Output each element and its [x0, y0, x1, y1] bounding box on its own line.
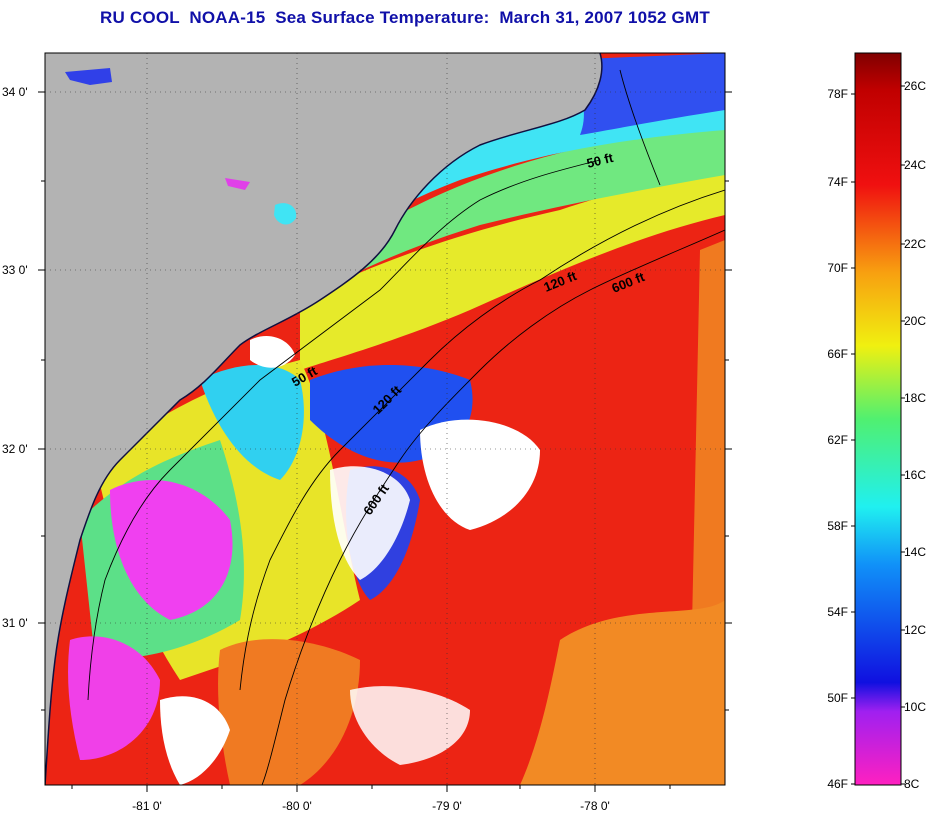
colorbar-fahrenheit-label: 66F: [827, 347, 848, 361]
colorbar-gradient: [854, 52, 902, 786]
colorbar-celsius-label: 12C: [904, 623, 926, 637]
shelf-south-cyan: [200, 365, 304, 480]
colorbar-fahrenheit-label: 78F: [827, 87, 848, 101]
contour-label-50ft-north: 50 ft: [585, 150, 615, 171]
coastline: [45, 53, 603, 785]
coastal-green: [230, 120, 725, 330]
colorbar-celsius-label: 10C: [904, 700, 926, 714]
lat-label-34: 34 0': [2, 85, 28, 99]
lon-label-81: -81 0': [132, 799, 162, 813]
colorbar-celsius-label: 26C: [904, 79, 926, 93]
colorbar-labels: 78F 74F 70F 66F 62F 58F 54F 50F 46F 26C 24C 22C 20C 1…: [827, 79, 926, 791]
colorbar-fahrenheit-label: 46F: [827, 777, 848, 791]
colorbar: 78F 74F 70F 66F 62F 58F 54F 50F 46F 26C 24C 22C 20C 1…: [827, 52, 926, 791]
colorbar-ticks: [851, 85, 905, 785]
cloud-patch-5: [250, 335, 295, 368]
ocean-orange-southeast: [520, 600, 725, 785]
cold-magenta-patch-1: [110, 480, 233, 620]
graticule: [45, 53, 725, 785]
colorbar-celsius-label: 14C: [904, 545, 926, 559]
ocean-orange-south: [218, 639, 360, 785]
shelf-yellow: [300, 165, 725, 370]
colorbar-celsius-label: 18C: [904, 391, 926, 405]
colorbar-celsius-label: 22C: [904, 237, 926, 251]
cloud-patch-1: [420, 419, 540, 530]
lat-label-33: 33 0': [2, 263, 28, 277]
isobath-50ft: [87, 69, 661, 701]
land-mass: [45, 53, 602, 785]
colorbar-fahrenheit-label: 62F: [827, 433, 848, 447]
lon-label-80: -80 0': [282, 799, 312, 813]
colorbar-celsius-label: 8C: [904, 777, 920, 791]
lon-label-79: -79 0': [432, 799, 462, 813]
inland-water-2: [274, 203, 297, 225]
colorbar-fahrenheit-label: 58F: [827, 519, 848, 533]
colorbar-fahrenheit-label: 54F: [827, 605, 848, 619]
cloud-patch-3: [350, 686, 470, 765]
map-frame: [44, 52, 726, 786]
axis-ticks: [38, 91, 732, 792]
colorbar-celsius-label: 16C: [904, 468, 926, 482]
ocean-orange-east: [690, 240, 725, 720]
inland-water-3: [225, 178, 250, 190]
lat-label-32: 32 0': [2, 442, 28, 456]
lat-label-31: 31 0': [2, 616, 28, 630]
isobath-600ft: [261, 229, 725, 785]
colorbar-fahrenheit-label: 50F: [827, 691, 848, 705]
colorbar-celsius-label: 20C: [904, 314, 926, 328]
inland-water-1: [65, 68, 112, 85]
map-title: RU COOL NOAA-15 Sea Surface Temperature:…: [100, 8, 710, 27]
colorbar-fahrenheit-label: 70F: [827, 261, 848, 275]
colorbar-celsius-label: 24C: [904, 158, 926, 172]
cloud-patch-4: [160, 696, 230, 785]
colorbar-fahrenheit-label: 74F: [827, 175, 848, 189]
cold-magenta-patch-2: [68, 636, 160, 760]
cloud-patch-2: [330, 466, 410, 580]
lon-label-78: -78 0': [580, 799, 610, 813]
isobath-120ft: [239, 189, 725, 691]
sst-map: [45, 53, 725, 785]
